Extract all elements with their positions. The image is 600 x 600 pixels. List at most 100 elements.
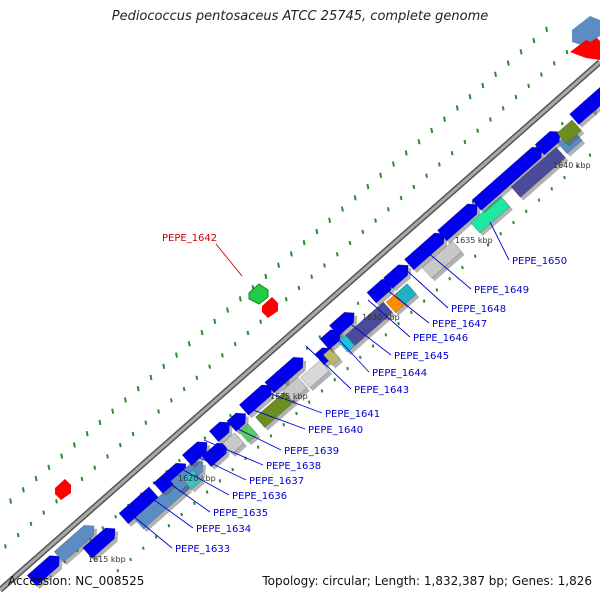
gene-feature[interactable]	[556, 119, 582, 145]
tick-mark	[494, 71, 498, 77]
gene-feature[interactable]	[319, 329, 341, 350]
gene-feature[interactable]	[226, 412, 247, 432]
gene-feature-pepe-1642[interactable]	[248, 283, 269, 305]
tick-mark	[481, 82, 485, 89]
tick-mark	[340, 206, 344, 212]
tick-mark	[499, 232, 502, 236]
tick-mark	[437, 162, 441, 167]
gene-feature[interactable]	[26, 555, 60, 587]
gene-feature[interactable]	[572, 16, 600, 46]
leader-line	[381, 285, 430, 324]
tick-mark	[563, 175, 566, 180]
gene-feature[interactable]	[421, 240, 463, 279]
gene-label[interactable]: PEPE_1641	[325, 409, 380, 420]
gene-feature[interactable]	[322, 347, 341, 366]
tick-mark	[277, 262, 281, 268]
gene-label[interactable]: PEPE_1639	[284, 446, 339, 457]
tick-mark	[118, 442, 122, 448]
reverse-gene-feature[interactable]	[55, 479, 71, 500]
gene-feature[interactable]	[53, 524, 95, 563]
gene-feature[interactable]	[345, 301, 393, 346]
tick-mark	[435, 288, 439, 292]
gene-label[interactable]: PEPE_1650	[512, 256, 567, 267]
tick-mark	[359, 355, 362, 359]
tick-mark	[399, 195, 403, 201]
gene-features	[26, 16, 600, 589]
tick-mark	[282, 422, 286, 427]
tick-mark	[193, 501, 196, 505]
gene-label[interactable]: PEPE_1634	[196, 524, 251, 535]
tick-mark	[422, 299, 426, 303]
leader-line	[489, 221, 510, 261]
tick-mark	[318, 335, 322, 339]
tick-mark	[256, 445, 260, 449]
tick-mark	[47, 464, 51, 471]
gene-feature[interactable]	[282, 376, 308, 402]
tick-mark	[575, 164, 579, 169]
gene-label[interactable]: PEPE_1635	[213, 508, 268, 519]
gene-feature[interactable]	[238, 384, 272, 416]
tick-mark	[85, 430, 89, 437]
gene-label[interactable]: PEPE_1640	[308, 425, 363, 436]
gene-label[interactable]: PEPE_1643	[354, 385, 409, 396]
gene-label[interactable]: PEPE_1646	[413, 333, 468, 344]
tick-mark	[476, 128, 480, 133]
tick-mark	[60, 453, 64, 459]
gene-feature[interactable]	[300, 359, 330, 389]
tick-mark	[101, 526, 105, 530]
tick-mark	[106, 454, 109, 459]
leader-line	[419, 245, 472, 290]
gene-label-pepe-1642[interactable]: PEPE_1642	[162, 233, 217, 244]
kbp-label-1635: 1635 kbp	[455, 236, 493, 245]
gene-feature[interactable]	[534, 130, 561, 156]
gene-feature[interactable]	[208, 421, 230, 443]
gene-feature[interactable]	[404, 232, 445, 271]
leader-line	[339, 315, 392, 356]
gene-label[interactable]: PEPE_1638	[266, 461, 321, 472]
tick-mark	[111, 408, 115, 414]
gene-feature[interactable]	[582, 82, 600, 114]
tick-mark	[448, 276, 451, 281]
kbp-label-1640: 1640 kbp	[553, 161, 591, 170]
gene-label[interactable]: PEPE_1637	[249, 476, 304, 487]
gene-label[interactable]: PEPE_1636	[232, 491, 287, 502]
gene-feature[interactable]	[510, 146, 566, 198]
tick-mark	[144, 420, 148, 425]
tick-mark	[463, 139, 467, 145]
tick-mark	[302, 240, 306, 246]
tick-mark	[552, 61, 556, 66]
gene-labels: PEPE_1633 PEPE_1634 PEPE_1635 PEPE_1636 …	[175, 256, 567, 555]
gene-label[interactable]: PEPE_1644	[372, 368, 427, 379]
gene-feature[interactable]	[382, 264, 409, 289]
gene-label[interactable]: PEPE_1645	[394, 351, 449, 362]
tick-mark	[527, 83, 531, 89]
kbp-label-1625: 1625 kbp	[270, 392, 308, 401]
tick-mark	[264, 273, 268, 280]
tick-mark	[29, 521, 33, 526]
gene-feature[interactable]	[274, 356, 304, 384]
tick-mark	[506, 60, 510, 66]
leader-line	[175, 465, 230, 496]
gene-feature[interactable]	[82, 527, 116, 559]
reverse-gene-feature[interactable]	[262, 297, 278, 318]
gene-feature[interactable]	[471, 146, 543, 211]
tick-mark	[310, 274, 314, 279]
gene-label[interactable]: PEPE_1649	[474, 285, 529, 296]
tick-mark	[200, 329, 204, 336]
gene-feature[interactable]	[255, 390, 296, 429]
tick-mark	[537, 198, 541, 202]
gene-label[interactable]: PEPE_1648	[451, 304, 506, 315]
gene-feature[interactable]	[470, 195, 511, 234]
gene-feature[interactable]	[437, 203, 478, 242]
gene-label[interactable]: PEPE_1647	[432, 319, 487, 330]
tick-mark	[21, 487, 25, 493]
leader-line	[125, 509, 173, 549]
gene-feature[interactable]	[238, 423, 258, 443]
tick-mark	[353, 195, 357, 201]
tick-mark	[468, 94, 472, 100]
gene-feature[interactable]	[201, 442, 228, 468]
gene-feature[interactable]	[181, 441, 208, 466]
gene-feature[interactable]	[328, 311, 355, 337]
gene-label[interactable]: PEPE_1633	[175, 544, 230, 555]
reverse-gene-feature[interactable]	[570, 40, 600, 60]
